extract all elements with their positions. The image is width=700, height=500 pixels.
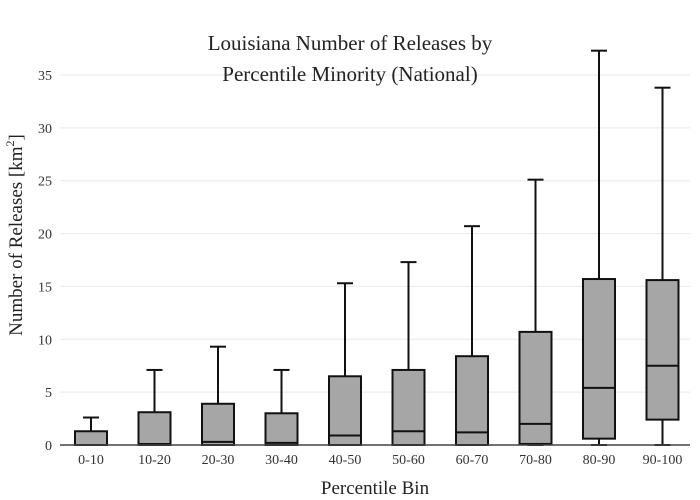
y-axis-title-sup: 2: [3, 140, 17, 146]
x-tick-label-30-40: 30-40: [265, 453, 298, 468]
box-80-90: [582, 49, 616, 446]
box-rect-20-30: [201, 402, 235, 446]
box-30-40: [264, 368, 299, 446]
y-axis-title-end: ]: [6, 134, 27, 140]
x-tick-label-60-70: 60-70: [456, 453, 489, 468]
y-axis-title: Number of Releases [km2]: [3, 134, 27, 336]
y-tick-label-10: 10: [38, 333, 52, 348]
box-rect-70-80: [518, 330, 553, 445]
y-tick-label-35: 35: [38, 69, 52, 84]
x-tick-label-70-80: 70-80: [519, 453, 552, 468]
y-tick-label-15: 15: [38, 280, 52, 295]
box-rect-30-40: [264, 412, 299, 446]
box-rect-10-20: [137, 411, 172, 447]
chart-title-line-2: Percentile Minority (National): [222, 62, 477, 86]
x-axis-title: Percentile Bin: [321, 478, 430, 499]
box-40-50: [328, 282, 362, 446]
y-tick-label-0: 0: [45, 439, 52, 454]
box-rect-90-100: [645, 279, 680, 421]
box-60-70: [455, 225, 489, 447]
boxes: [74, 49, 680, 447]
chart-title-line-1: Louisiana Number of Releases by: [208, 31, 493, 55]
box-rect-80-90: [582, 278, 616, 440]
box-rect-50-60: [391, 368, 426, 447]
x-tick-labels: 0-10 10-20 20-30 30-40 40-50 50-60 60-70 70-80 8…: [78, 453, 682, 468]
x-tick-label-80-90: 80-90: [583, 453, 616, 468]
y-tick-label-25: 25: [38, 175, 52, 190]
x-tick-label-10-20: 10-20: [138, 453, 171, 468]
x-tick-label-0-10: 0-10: [78, 453, 104, 468]
y-axis-title-main: Number of Releases [km: [6, 146, 27, 336]
x-tick-label-20-30: 20-30: [202, 453, 235, 468]
gridlines: [60, 74, 690, 393]
x-tick-label-90-100: 90-100: [643, 453, 683, 468]
box-rect-0-10: [74, 430, 108, 446]
y-tick-label-20: 20: [38, 228, 52, 243]
box-50-60: [391, 261, 426, 447]
box-70-80: [518, 178, 553, 446]
y-tick-label-30: 30: [38, 122, 52, 137]
box-20-30: [201, 345, 235, 446]
y-tick-label-5: 5: [45, 386, 52, 401]
box-0-10: [74, 416, 108, 446]
box-90-100: [645, 86, 680, 446]
y-tick-labels: 0 5 10 15 20 25 30 35: [38, 69, 52, 454]
box-10-20: [137, 368, 172, 447]
box-rect-60-70: [455, 355, 489, 447]
box-rect-40-50: [328, 375, 362, 446]
x-tick-label-50-60: 50-60: [392, 453, 425, 468]
x-tick-label-40-50: 40-50: [329, 453, 362, 468]
